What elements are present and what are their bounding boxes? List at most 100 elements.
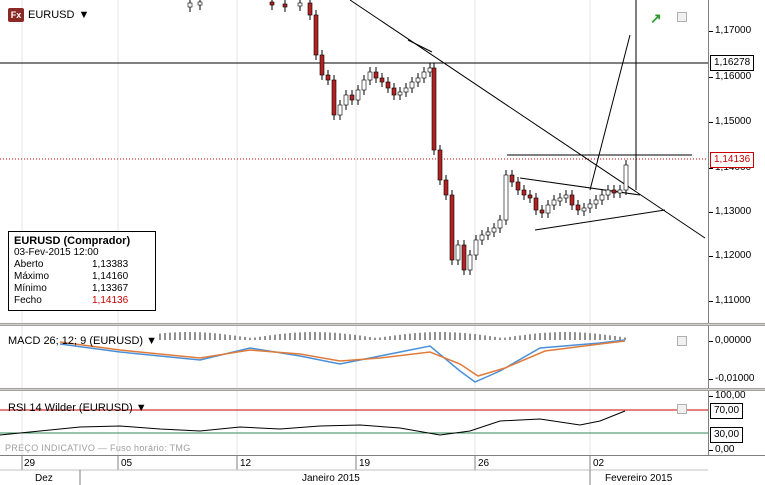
- day-label: 05: [121, 458, 133, 469]
- trend-line: [349, 0, 706, 239]
- maximize-pane-icon[interactable]: [677, 404, 687, 414]
- projection-line: [589, 34, 631, 191]
- candle-body: [269, 1, 275, 6]
- pane-splitter[interactable]: [0, 388, 765, 391]
- candle-body: [373, 71, 379, 79]
- month-label: Fevereiro 2015: [605, 473, 673, 484]
- info-title: EURUSD (Comprador): [14, 235, 131, 247]
- ohlc-info-box: EURUSD (Comprador) 03-Fev-2015 12:00 Abe…: [8, 231, 156, 311]
- candle-body: [385, 81, 391, 89]
- candle-body: [282, 3, 288, 8]
- trend-segment: [407, 39, 433, 53]
- day-label: 19: [359, 458, 371, 469]
- candle-body: [551, 199, 557, 206]
- channel-lower-line: [534, 209, 666, 231]
- macd-pane[interactable]: MACD 26; 12; 9 (EURUSD) ▼: [0, 326, 708, 388]
- rsi-label[interactable]: RSI 14 Wilder (EURUSD) ▼: [8, 402, 147, 414]
- trend-up-icon[interactable]: ↗: [650, 10, 662, 26]
- fx-badge-icon: Fx: [8, 8, 24, 22]
- candle-body: [307, 2, 313, 16]
- rsi-30-tag: 30,00: [710, 427, 744, 443]
- dropdown-arrow-icon: ▼: [135, 402, 147, 414]
- rsi-svg: [0, 391, 708, 455]
- candle-body: [403, 87, 409, 93]
- info-row-close: Fecho 1,14136: [14, 295, 129, 306]
- rsi-70-tag: 70,00: [710, 403, 744, 419]
- pane-splitter[interactable]: [0, 323, 765, 326]
- candle-body: [557, 197, 563, 202]
- candle-body: [325, 74, 331, 81]
- candle-body: [491, 227, 497, 233]
- candle-body: [391, 87, 397, 96]
- info-datetime: 03-Fev-2015 12:00: [14, 247, 99, 258]
- candle-body: [431, 67, 437, 151]
- candle-body: [397, 91, 403, 96]
- candle-body: [427, 67, 433, 73]
- dropdown-arrow-icon[interactable]: ▼: [78, 9, 90, 21]
- day-label: 26: [478, 458, 490, 469]
- macd-svg: [21, 326, 626, 388]
- info-row-low: Mínimo 1,13367: [14, 283, 129, 294]
- price-chart-pane[interactable]: Fx EURUSD ▼ ↗ EURUSD (Comprador) 03-Fev-…: [0, 0, 708, 323]
- candle-body: [515, 181, 521, 191]
- candle-body: [497, 219, 503, 229]
- macd-axis[interactable]: 0,00000 -0,01000: [708, 326, 765, 388]
- candle-body: [479, 234, 485, 241]
- candle-body: [587, 203, 593, 209]
- last-price-tag: 1,14136: [710, 152, 755, 168]
- candle-body: [355, 89, 361, 101]
- day-label: 02: [593, 458, 605, 469]
- candle-body: [331, 79, 337, 116]
- candle-body: [485, 231, 491, 236]
- candle-body: [539, 209, 545, 214]
- candle-body: [197, 1, 203, 6]
- candle-body: [449, 194, 455, 261]
- hline-price-tag: 1,16278: [710, 55, 755, 71]
- candle-body: [617, 189, 623, 194]
- candle-body: [187, 2, 193, 8]
- maximize-pane-icon[interactable]: [677, 12, 687, 22]
- rsi-axis[interactable]: 100,00 0,00: [708, 390, 765, 455]
- rsi-pane[interactable]: RSI 14 Wilder (EURUSD) ▼ PREÇO INDICATIV…: [0, 391, 708, 455]
- candle-body: [313, 14, 319, 56]
- candle-body: [503, 174, 509, 221]
- macd-label[interactable]: MACD 26; 12; 9 (EURUSD) ▼: [8, 335, 158, 347]
- candle-body: [509, 174, 515, 183]
- macd-signal-line: [59, 340, 626, 377]
- macd-line: [59, 339, 626, 383]
- rsi-line: [0, 410, 626, 436]
- candle-body: [409, 81, 415, 89]
- candle-body: [421, 71, 427, 79]
- candle-body: [415, 77, 421, 83]
- day-label: 12: [240, 458, 252, 469]
- symbol-selector[interactable]: Fx EURUSD ▼: [8, 8, 89, 22]
- candle-body: [297, 2, 303, 7]
- candle-body: [569, 194, 575, 206]
- symbol-name: EURUSD: [28, 9, 75, 21]
- candle-body: [473, 239, 479, 256]
- candle-body: [599, 194, 605, 201]
- time-axis[interactable]: 29 05 12 19 26 02 Dez Janeiro 2015 Fever…: [0, 455, 765, 485]
- dropdown-arrow-icon: ▼: [146, 335, 158, 347]
- candle-body: [575, 204, 581, 211]
- candle-body: [467, 254, 473, 271]
- candle-body: [593, 199, 599, 205]
- candle-body: [319, 54, 325, 76]
- candle-body: [461, 244, 467, 271]
- month-label: Dez: [35, 473, 53, 484]
- candle-body: [527, 194, 533, 199]
- candle-body: [379, 77, 385, 83]
- candle-body: [343, 94, 349, 106]
- candle-body: [563, 194, 569, 199]
- price-chart-svg: [0, 0, 708, 323]
- time-axis-ticks: [0, 456, 708, 485]
- maximize-pane-icon[interactable]: [677, 336, 687, 346]
- month-label: Janeiro 2015: [302, 473, 360, 484]
- candle-body: [337, 104, 343, 116]
- candle-body: [623, 164, 629, 191]
- info-row-open: Aberto 1,13383: [14, 259, 129, 270]
- candle-body: [581, 207, 587, 212]
- candle-body: [521, 189, 527, 196]
- candle-body: [443, 179, 449, 196]
- day-label: 29: [24, 458, 36, 469]
